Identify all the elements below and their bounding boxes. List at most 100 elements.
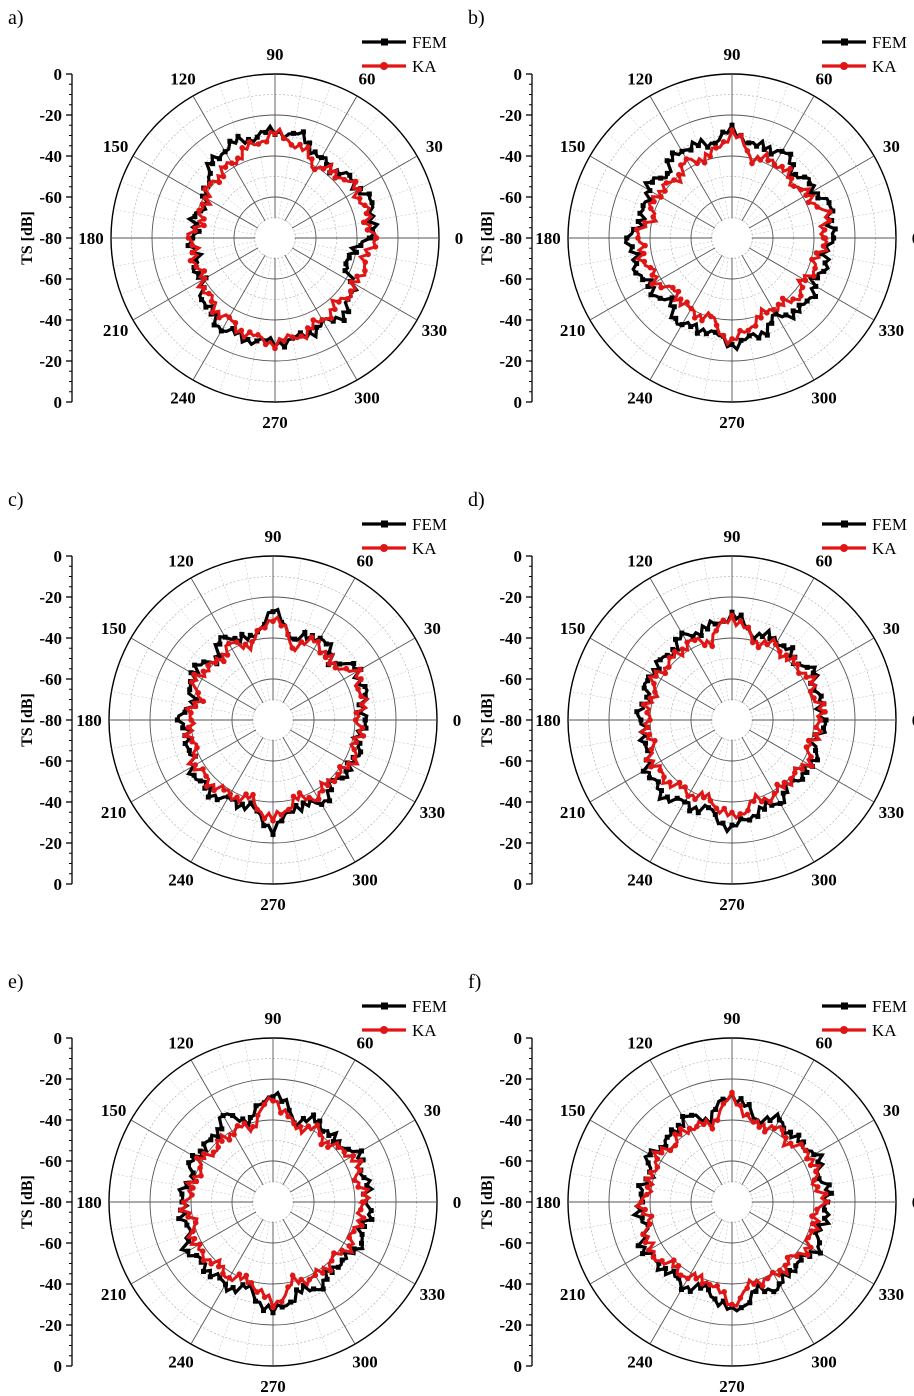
data-point-fem — [664, 170, 670, 176]
data-point-ka — [702, 642, 708, 649]
data-point-fem — [270, 831, 276, 837]
angle-label: 90 — [267, 45, 284, 64]
data-point-fem — [830, 208, 836, 214]
center-hole — [253, 700, 293, 740]
angle-label: 150 — [560, 619, 586, 638]
legend-label: FEM — [412, 997, 447, 1016]
radial-tick-label: -20 — [499, 588, 522, 607]
data-point-fem — [779, 1270, 785, 1276]
data-point-ka — [788, 175, 795, 182]
data-point-ka — [807, 1162, 814, 1169]
data-point-fem — [679, 322, 685, 328]
data-point-ka — [811, 273, 817, 279]
data-point-ka — [771, 790, 778, 797]
data-point-ka — [807, 688, 814, 695]
data-point-ka — [306, 794, 312, 801]
grid-spoke — [735, 76, 761, 219]
data-point-fem — [832, 226, 838, 232]
data-point-ka — [315, 796, 322, 802]
angle-label: 240 — [627, 870, 653, 889]
radial-tick-label: -20 — [499, 1070, 522, 1089]
data-point-ka — [310, 317, 317, 323]
angle-label: 270 — [260, 1377, 286, 1396]
data-point-ka — [686, 1125, 693, 1132]
data-point-ka — [803, 674, 810, 680]
data-point-ka — [783, 1134, 789, 1141]
data-point-ka — [822, 709, 828, 715]
data-point-fem — [771, 1289, 777, 1295]
data-point-ka — [729, 1089, 735, 1096]
data-point-ka — [759, 1283, 766, 1289]
data-point-ka — [308, 634, 315, 640]
data-point-fem — [261, 1308, 267, 1314]
data-point-ka — [827, 208, 833, 215]
data-point-ka — [305, 1123, 312, 1129]
data-point-ka — [263, 138, 270, 145]
data-point-ka — [208, 298, 215, 305]
data-point-ka — [178, 1207, 184, 1213]
data-point-ka — [297, 141, 303, 148]
angle-label: 0 — [912, 1193, 914, 1212]
data-point-fem — [712, 811, 718, 817]
data-point-fem — [307, 140, 313, 146]
data-point-fem — [192, 214, 198, 220]
data-point-ka — [809, 1213, 815, 1219]
data-point-ka — [809, 763, 815, 769]
data-point-ka — [289, 334, 296, 340]
data-point-fem — [317, 635, 323, 641]
radial-tick-label: -60 — [39, 752, 62, 771]
data-point-ka — [262, 341, 269, 348]
data-point-fem — [796, 1132, 802, 1138]
data-point-ka — [811, 695, 817, 701]
data-point-fem — [781, 643, 787, 649]
data-point-ka — [358, 693, 364, 700]
angle-label: 330 — [879, 1285, 905, 1304]
data-point-fem — [640, 277, 646, 283]
data-point-fem — [788, 1129, 794, 1135]
data-point-ka — [799, 766, 805, 772]
data-point-ka — [814, 1184, 821, 1190]
panel-label: f) — [468, 971, 481, 993]
data-point-fem — [366, 218, 372, 224]
data-point-ka — [650, 1254, 657, 1260]
data-point-ka — [707, 797, 714, 804]
data-point-fem — [357, 740, 363, 746]
data-point-fem — [668, 1127, 674, 1133]
data-point-fem — [179, 1191, 185, 1197]
data-point-ka — [672, 1131, 678, 1137]
legend-label: FEM — [872, 515, 907, 534]
data-point-fem — [208, 1137, 214, 1143]
data-point-ka — [337, 763, 343, 770]
data-point-fem — [335, 1264, 341, 1270]
data-point-ka — [813, 250, 820, 256]
data-point-ka — [657, 767, 663, 774]
data-point-ka — [662, 670, 669, 677]
data-point-ka — [187, 257, 194, 264]
data-point-fem — [270, 609, 276, 615]
data-point-ka — [189, 249, 196, 256]
data-point-ka — [356, 195, 363, 202]
data-point-ka — [188, 717, 194, 723]
grid-spoke — [218, 256, 269, 393]
grid-spoke — [293, 181, 430, 232]
data-point-ka — [309, 156, 315, 162]
data-point-ka — [311, 166, 318, 173]
data-point-ka — [770, 307, 777, 313]
series-ka — [633, 126, 833, 347]
data-point-ka — [745, 807, 751, 814]
data-point-ka — [216, 179, 223, 186]
grid-spoke — [113, 241, 256, 267]
data-point-ka — [661, 774, 667, 780]
angle-label: 0 — [455, 229, 464, 248]
data-point-fem — [185, 1248, 191, 1254]
grid-spoke — [750, 663, 887, 714]
grid-spoke — [626, 734, 720, 846]
data-point-fem — [812, 293, 818, 299]
data-point-ka — [777, 648, 783, 655]
data-point-ka — [667, 1147, 674, 1154]
data-point-fem — [182, 741, 188, 747]
data-point-ka — [362, 267, 368, 274]
grid-spoke — [675, 256, 726, 393]
data-point-ka — [658, 284, 664, 291]
data-point-ka — [189, 738, 195, 745]
